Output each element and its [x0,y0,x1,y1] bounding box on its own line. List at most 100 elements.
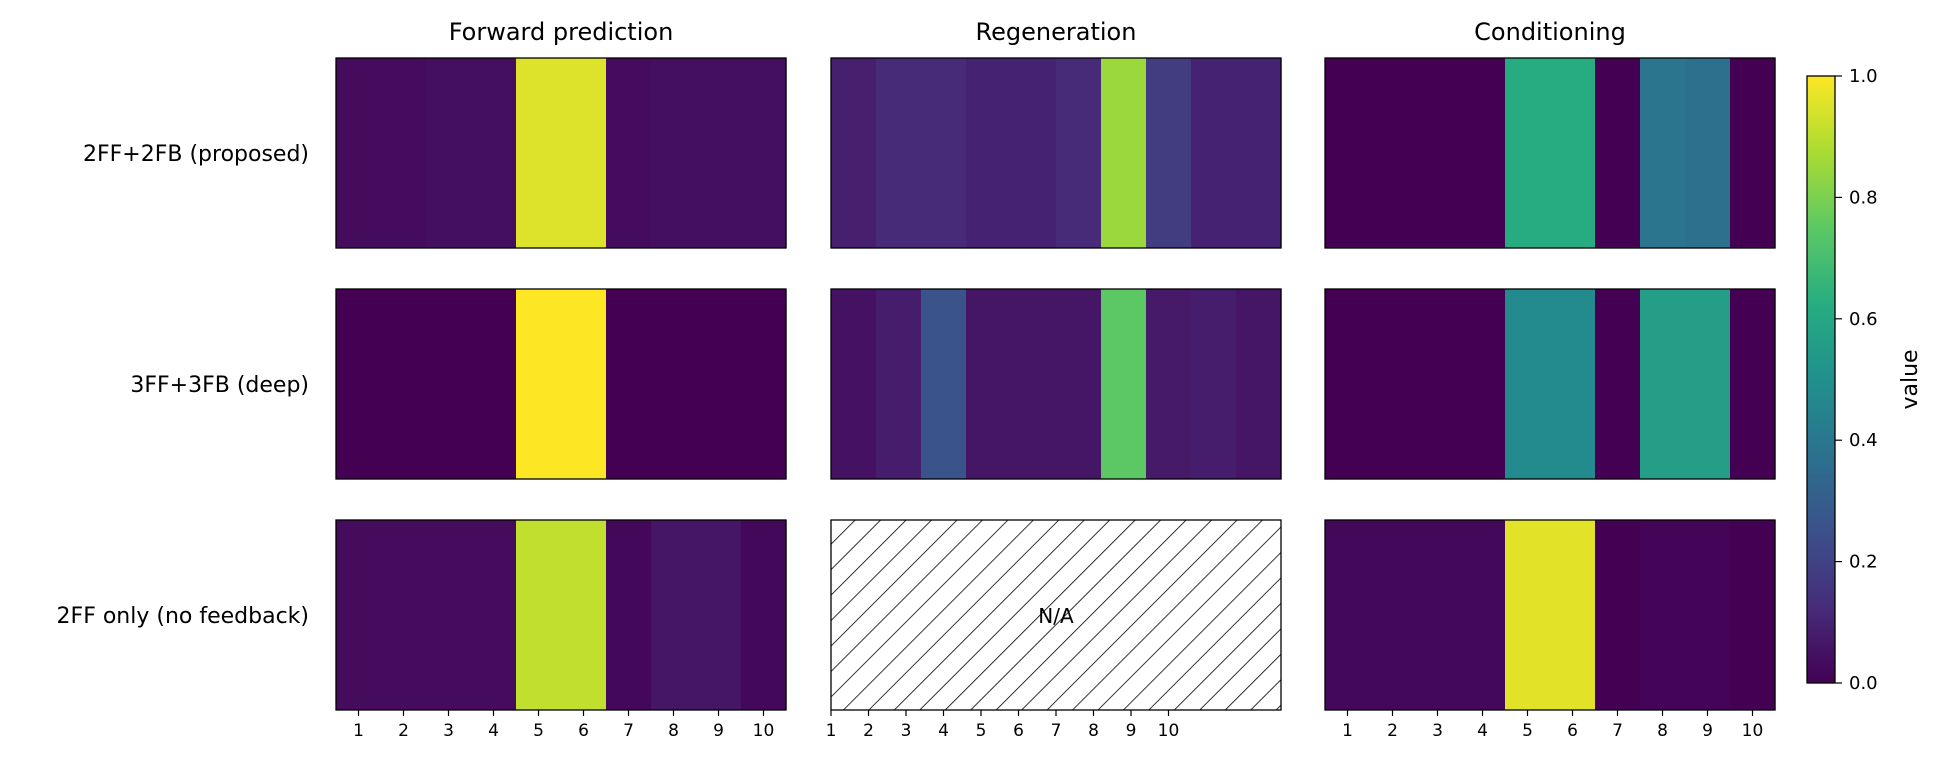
heatmap-cell [381,520,427,710]
heatmap-cell [471,520,517,710]
heatmap-cell [1640,289,1686,479]
na-hatch [831,520,1281,710]
panel-frame [335,57,787,249]
heatmap-panel [830,57,1282,249]
heatmap-cell [696,289,742,479]
heatmap-cell [1101,289,1147,479]
heatmap-panel [335,57,787,249]
heatmap-cell [471,289,517,479]
heatmap-cell [1595,58,1641,248]
x-tick-label: 2 [863,721,874,741]
x-tick-label: 6 [578,721,589,741]
na-label: N/A [1038,604,1074,628]
heatmap-cell [426,520,472,710]
panel-frame [335,519,787,711]
heatmap-cell [606,58,652,248]
heatmap-cell [876,58,922,248]
column-title: Forward prediction [449,18,674,46]
heatmap-cell [1505,520,1551,710]
heatmap-cell [336,289,382,479]
heatmap-cell [966,58,1012,248]
heatmap-cell [561,289,607,479]
x-tick-label: 9 [713,721,724,741]
heatmap-cell [1460,520,1506,710]
heatmap-cell [1550,58,1596,248]
heatmap-cell [516,289,562,479]
x-tick-label: 10 [753,721,775,741]
colorbar-tick-label: 0.2 [1849,552,1878,573]
heatmap-cell [741,58,787,248]
heatmap-cell [1370,58,1416,248]
heatmap-cell [1236,58,1282,248]
x-tick-label: 4 [938,721,949,741]
colorbar-tick-label: 1.0 [1849,66,1878,87]
x-tick-label: 8 [1657,721,1668,741]
heatmap-panel [335,288,787,480]
heatmap-panel [1324,288,1776,480]
heatmap-cell [741,289,787,479]
heatmap-cell [1730,289,1776,479]
colorbar-tick-label: 0.0 [1849,673,1878,694]
colorbar-tick-label: 0.6 [1849,309,1878,330]
x-tick-label: 8 [1088,721,1099,741]
heatmap-cell [1011,58,1057,248]
heatmap-cell [966,289,1012,479]
x-tick-label: 9 [1702,721,1713,741]
heatmap-panel [830,288,1282,480]
heatmap-cell [1460,289,1506,479]
column-title: Regeneration [976,18,1137,46]
x-tick-label: 1 [1342,721,1353,741]
heatmap-cell [381,289,427,479]
heatmap-panel: N/A [830,519,1282,711]
heatmap-cell [1505,58,1551,248]
colorbar-tick-label: 0.8 [1849,187,1878,208]
heatmap-cell [1730,520,1776,710]
heatmap-cell [1640,58,1686,248]
heatmap-cell [1146,58,1192,248]
x-tick-label: 7 [1612,721,1623,741]
x-tick-label: 4 [488,721,499,741]
heatmap-cell [1101,58,1147,248]
heatmap-cell [1415,289,1461,479]
column-title: Conditioning [1474,18,1626,46]
heatmap-cell [1685,289,1731,479]
heatmap-cell [516,520,562,710]
heatmap-cell [1056,289,1102,479]
heatmap-cell [876,289,922,479]
x-tick-label: 4 [1477,721,1488,741]
row-label: 2FF+2FB (proposed) [83,142,309,167]
row-label: 2FF only (no feedback) [57,604,309,629]
colorbar-tick-label: 0.4 [1849,430,1878,451]
heatmap-cell [516,58,562,248]
heatmap-cell [696,58,742,248]
heatmap-cell [1191,58,1237,248]
x-tick-label: 2 [1387,721,1398,741]
x-tick-label: 5 [976,721,987,741]
colorbar-label: value [1898,349,1923,409]
panel-frame [1324,519,1776,711]
heatmap-cell [651,289,697,479]
heatmap-cell [1640,520,1686,710]
heatmap-panel [1324,519,1776,711]
colorbar [1806,75,1836,684]
row-label: 3FF+3FB (deep) [130,373,309,398]
heatmap-cell [1056,58,1102,248]
panel-frame [335,288,787,480]
heatmap-cell [1730,58,1776,248]
heatmap-cell [606,289,652,479]
heatmap-cell [1191,289,1237,479]
x-tick-label: 6 [1567,721,1578,741]
heatmap-cell [1550,520,1596,710]
heatmap-panel [1324,57,1776,249]
heatmap-cell [831,58,877,248]
heatmap-cell [1550,289,1596,479]
heatmap-cell [381,58,427,248]
x-tick-label: 1 [353,721,364,741]
x-tick-label: 5 [1522,721,1533,741]
x-tick-label: 7 [623,721,634,741]
heatmap-cell [921,289,967,479]
heatmap-cell [426,289,472,479]
panel-frame [1324,288,1776,480]
heatmap-cell [336,58,382,248]
